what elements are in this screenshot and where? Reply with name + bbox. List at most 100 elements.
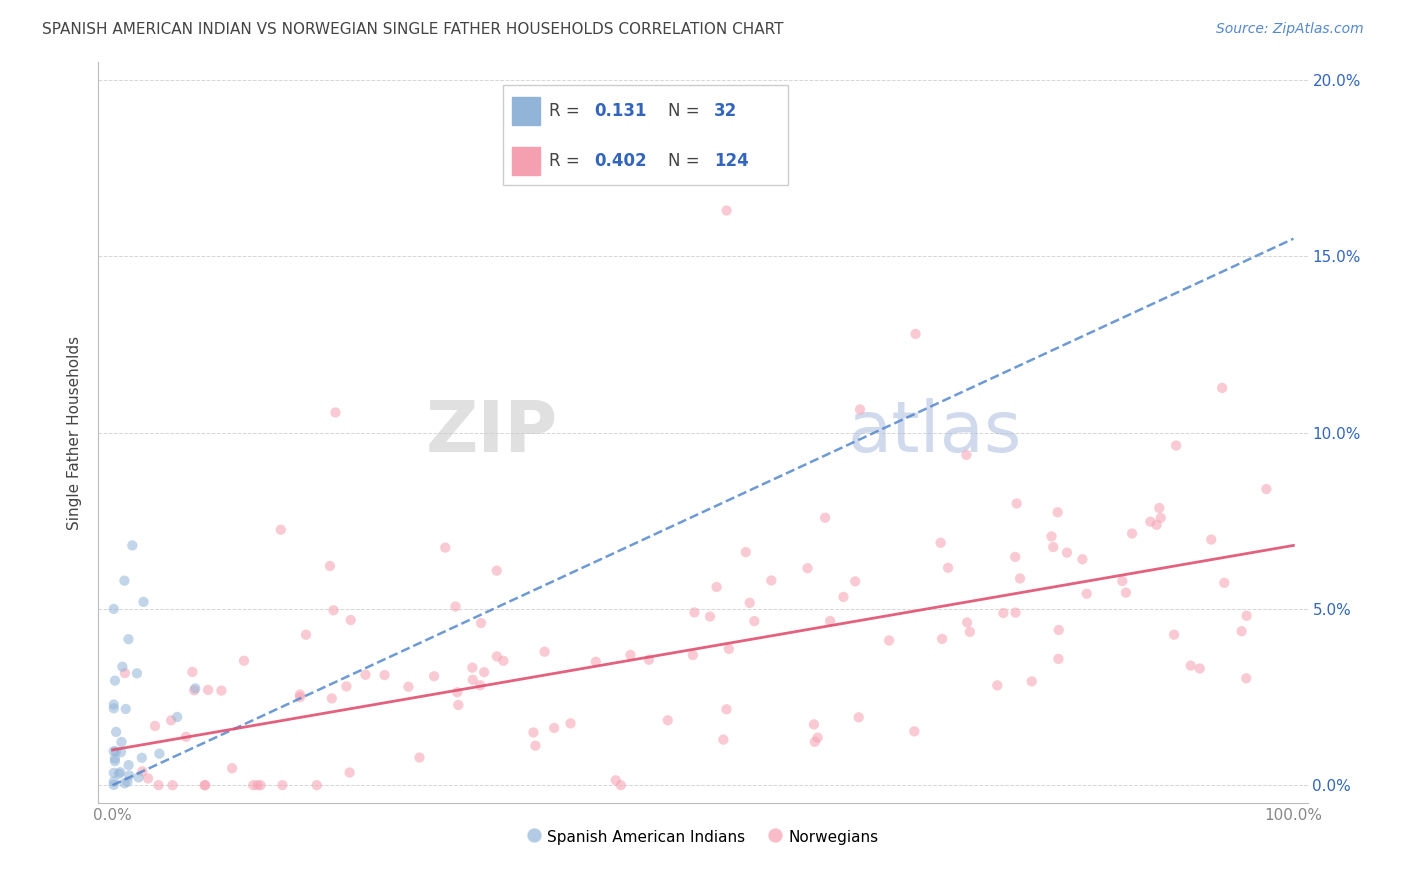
Norwegians <box>929 535 952 549</box>
Spanish American Indians <box>103 765 125 780</box>
Norwegians <box>1211 381 1233 395</box>
Norwegians <box>461 660 484 674</box>
Norwegians <box>877 633 900 648</box>
Norwegians <box>738 596 761 610</box>
Norwegians <box>1236 608 1258 623</box>
Norwegians <box>849 402 872 417</box>
Norwegians <box>321 691 343 706</box>
Norwegians <box>605 773 627 788</box>
Norwegians <box>174 730 197 744</box>
Spanish American Indians <box>117 758 139 772</box>
Norwegians <box>339 765 361 780</box>
Spanish American Indians <box>110 735 132 749</box>
Norwegians <box>288 690 311 705</box>
Norwegians <box>713 732 735 747</box>
Norwegians <box>1150 511 1173 525</box>
Norwegians <box>638 653 661 667</box>
Spanish American Indians <box>110 765 132 780</box>
Norwegians <box>1056 546 1078 560</box>
Norwegians <box>233 654 256 668</box>
Norwegians <box>1021 674 1043 689</box>
Spanish American Indians <box>132 595 155 609</box>
Norwegians <box>461 673 484 687</box>
Norwegians <box>1004 549 1026 564</box>
Norwegians <box>1199 533 1222 547</box>
Norwegians <box>246 778 269 792</box>
Spanish American Indians <box>114 776 136 790</box>
Norwegians <box>131 764 153 779</box>
Norwegians <box>931 632 953 646</box>
Norwegians <box>803 717 825 731</box>
Spanish American Indians <box>104 754 127 768</box>
Norwegians <box>522 725 544 739</box>
Norwegians <box>716 702 738 716</box>
Spanish American Indians <box>103 698 125 712</box>
Norwegians <box>339 613 361 627</box>
Norwegians <box>744 614 766 628</box>
Norwegians <box>814 510 837 524</box>
Norwegians <box>1042 540 1064 554</box>
Norwegians <box>682 648 704 662</box>
Norwegians <box>533 645 555 659</box>
Norwegians <box>1256 482 1278 496</box>
Text: SPANISH AMERICAN INDIAN VS NORWEGIAN SINGLE FATHER HOUSEHOLDS CORRELATION CHART: SPANISH AMERICAN INDIAN VS NORWEGIAN SIN… <box>42 22 783 37</box>
Spanish American Indians <box>103 602 125 616</box>
Y-axis label: Single Father Households: Single Father Households <box>67 335 83 530</box>
Norwegians <box>447 698 470 712</box>
Norwegians <box>209 683 232 698</box>
Norwegians <box>848 710 870 724</box>
Norwegians <box>1163 627 1185 641</box>
Norwegians <box>423 669 446 683</box>
Norwegians <box>936 561 959 575</box>
Norwegians <box>136 772 159 786</box>
Norwegians <box>319 559 342 574</box>
Norwegians <box>1005 496 1028 510</box>
Norwegians <box>1047 623 1070 637</box>
Text: Source: ZipAtlas.com: Source: ZipAtlas.com <box>1216 22 1364 37</box>
Norwegians <box>446 685 468 699</box>
Spanish American Indians <box>121 538 143 552</box>
Spanish American Indians <box>114 702 136 716</box>
Spanish American Indians <box>103 774 125 789</box>
Norwegians <box>183 683 205 698</box>
Norwegians <box>955 448 977 462</box>
Norwegians <box>543 721 565 735</box>
Spanish American Indians <box>166 710 188 724</box>
Legend: Spanish American Indians, Norwegians: Spanish American Indians, Norwegians <box>522 822 884 851</box>
Spanish American Indians <box>184 681 207 696</box>
Norwegians <box>162 778 184 792</box>
Norwegians <box>832 590 855 604</box>
Norwegians <box>305 778 328 792</box>
Spanish American Indians <box>117 632 139 647</box>
Norwegians <box>249 778 271 792</box>
Spanish American Indians <box>128 771 150 785</box>
Norwegians <box>1146 517 1168 532</box>
Norwegians <box>524 739 547 753</box>
Norwegians <box>1213 575 1236 590</box>
Norwegians <box>904 326 927 341</box>
Spanish American Indians <box>104 751 127 765</box>
Spanish American Indians <box>117 774 139 789</box>
Norwegians <box>288 688 311 702</box>
Norwegians <box>335 679 357 693</box>
Norwegians <box>585 655 607 669</box>
Norwegians <box>485 649 508 664</box>
Norwegians <box>1166 438 1188 452</box>
Norwegians <box>1046 505 1069 519</box>
Norwegians <box>1234 671 1257 685</box>
Norwegians <box>956 615 979 630</box>
Spanish American Indians <box>104 744 127 758</box>
Norwegians <box>1071 552 1094 566</box>
Norwegians <box>683 606 706 620</box>
Norwegians <box>485 564 508 578</box>
Norwegians <box>1047 652 1070 666</box>
Norwegians <box>194 778 217 792</box>
Norwegians <box>322 603 344 617</box>
Norwegians <box>1121 526 1143 541</box>
Norwegians <box>194 778 217 792</box>
Norwegians <box>197 682 219 697</box>
Spanish American Indians <box>110 745 132 759</box>
Norwegians <box>1040 529 1063 543</box>
Norwegians <box>270 523 292 537</box>
Spanish American Indians <box>125 666 148 681</box>
